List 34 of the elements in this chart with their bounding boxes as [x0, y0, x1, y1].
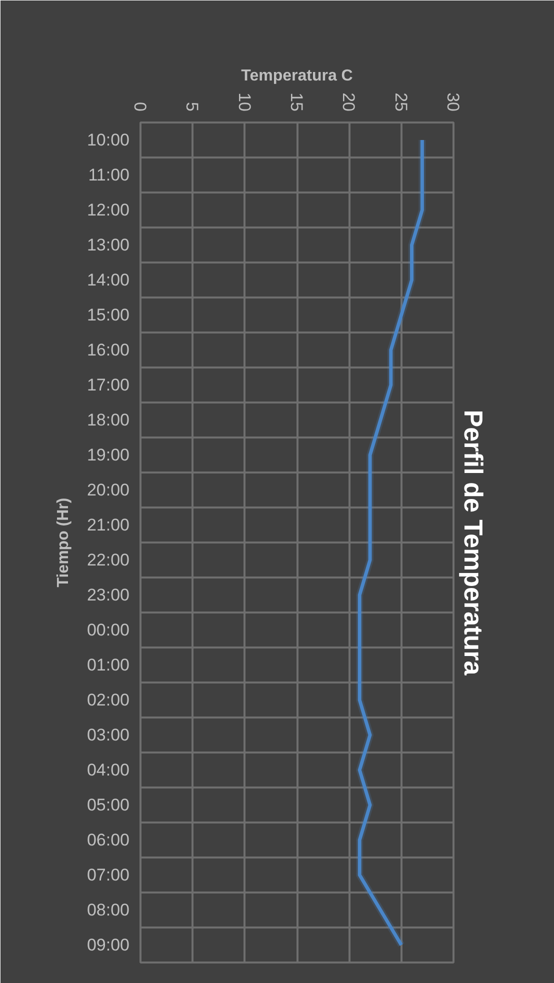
y-axis-title: Tiempo (Hr) — [54, 498, 72, 588]
y-tick-label: 08:00 — [86, 900, 130, 920]
y-tick-label: 02:00 — [86, 690, 130, 710]
y-tick-label: 11:00 — [88, 166, 130, 184]
y-tick-label: 18:00 — [86, 410, 130, 430]
y-tick-label: 21:00 — [86, 516, 130, 534]
y-tick-label: 17:00 — [86, 376, 130, 394]
y-tick-label: 23:00 — [86, 586, 130, 604]
y-tick-label: 09:00 — [86, 936, 130, 954]
y-tick-label: 01:00 — [86, 656, 130, 674]
y-tick-label: 05:00 — [86, 796, 130, 814]
x-axis-title: Temperatura C — [241, 68, 354, 85]
y-tick-label: 14:00 — [86, 270, 130, 290]
x-tick-label: 5 — [182, 102, 202, 112]
y-tick-label: 15:00 — [86, 306, 130, 324]
y-tick-label: 12:00 — [86, 200, 130, 220]
y-tick-label: 06:00 — [86, 830, 130, 850]
y-tick-label: 13:00 — [86, 236, 130, 254]
y-tick-label: 16:00 — [86, 340, 130, 360]
x-tick-label: 0 — [130, 102, 150, 112]
y-tick-label: 04:00 — [86, 760, 130, 780]
x-tick-label: 25 — [391, 92, 410, 112]
y-tick-label: 20:00 — [86, 480, 130, 500]
y-tick-label: 07:00 — [86, 866, 130, 884]
x-tick-label: 10 — [234, 92, 254, 112]
y-tick-label: 22:00 — [86, 550, 130, 570]
y-tick-label: 00:00 — [86, 620, 130, 640]
y-tick-label: 03:00 — [86, 726, 130, 744]
y-tick-label: 19:00 — [86, 446, 130, 464]
x-tick-label: 20 — [339, 92, 358, 112]
x-tick-label: 30 — [444, 92, 462, 112]
text: Perfil de Temperatura — [458, 410, 488, 676]
y-tick-label: 10:00 — [86, 130, 130, 150]
x-tick-label: 15 — [287, 92, 306, 112]
